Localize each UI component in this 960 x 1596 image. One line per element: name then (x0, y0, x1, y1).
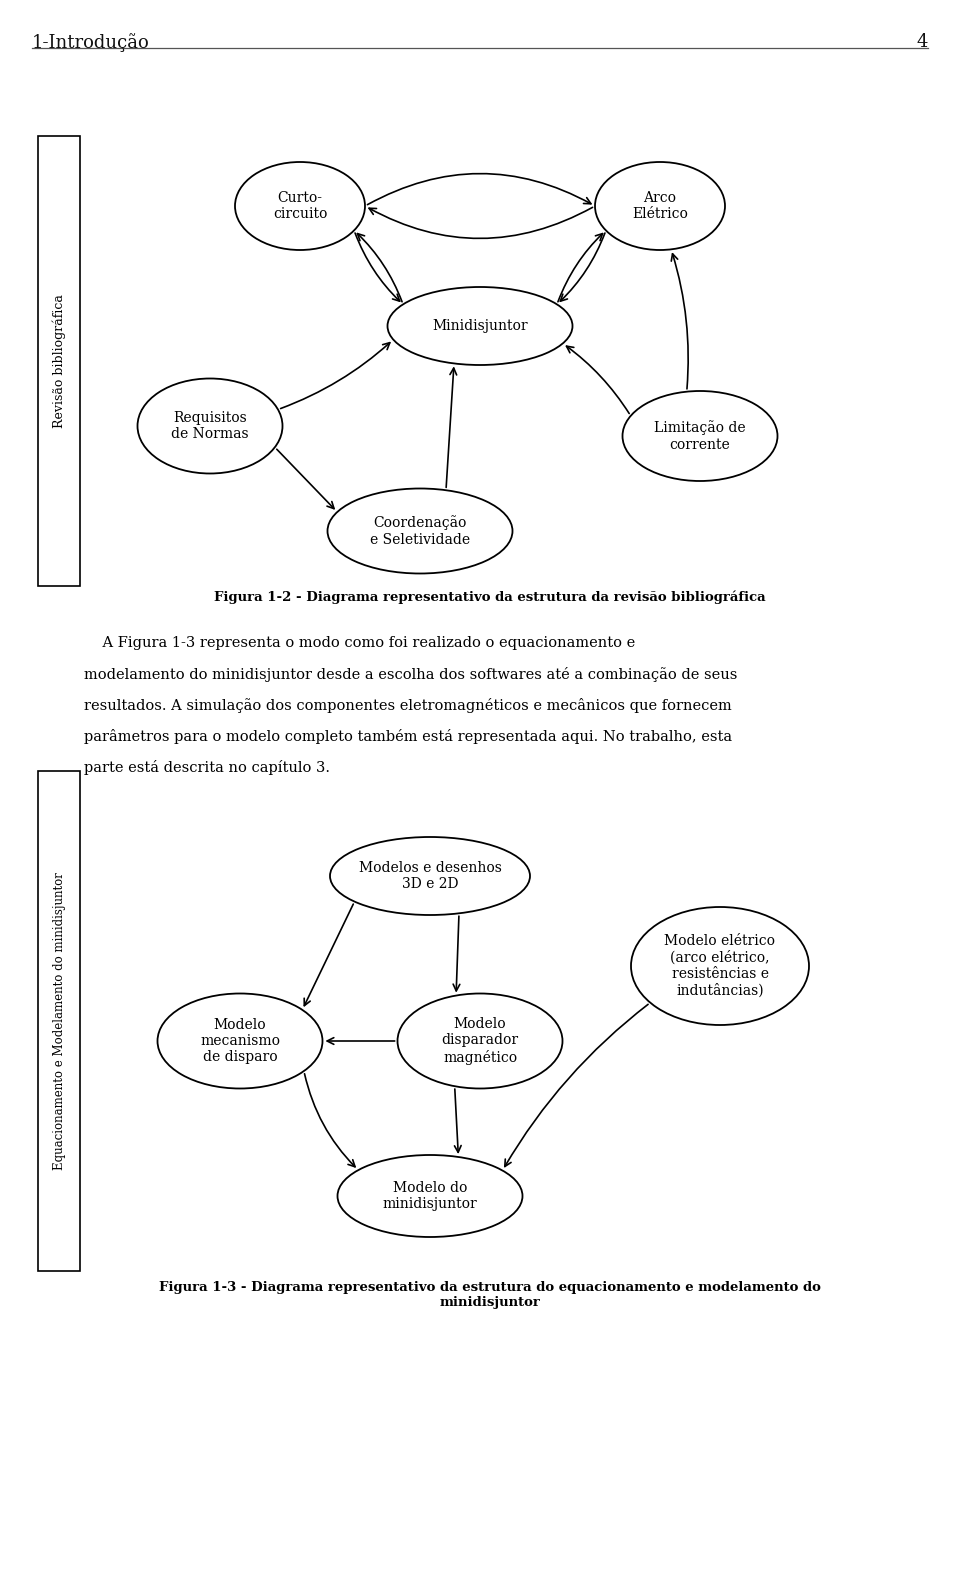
Text: Coordenação
e Seletividade: Coordenação e Seletividade (370, 516, 470, 546)
Text: Modelos e desenhos
3D e 2D: Modelos e desenhos 3D e 2D (359, 860, 501, 891)
Text: Figura 1-3 - Diagrama representativo da estrutura do equacionamento e modelament: Figura 1-3 - Diagrama representativo da … (159, 1282, 821, 1309)
Text: Arco
Elétrico: Arco Elétrico (632, 192, 688, 222)
Text: Limitação de
corrente: Limitação de corrente (654, 420, 746, 452)
Text: modelamento do minidisjuntor desde a escolha dos softwares até a combinação de s: modelamento do minidisjuntor desde a esc… (84, 667, 737, 681)
Text: Equacionamento e Modelamento do minidisjuntor: Equacionamento e Modelamento do minidisj… (53, 871, 65, 1170)
Text: Requisitos
de Normas: Requisitos de Normas (171, 410, 249, 440)
Text: Figura 1-2 - Diagrama representativo da estrutura da revisão bibliográfica: Figura 1-2 - Diagrama representativo da … (214, 591, 766, 605)
Text: Modelo
mecanismo
de disparo: Modelo mecanismo de disparo (200, 1018, 280, 1065)
Text: parâmetros para o modelo completo também está representada aqui. No trabalho, es: parâmetros para o modelo completo também… (84, 729, 732, 744)
Text: resultados. A simulação dos componentes eletromagnéticos e mecânicos que fornece: resultados. A simulação dos componentes … (84, 697, 732, 713)
Text: Revisão bibliográfica: Revisão bibliográfica (52, 294, 65, 428)
Text: Modelo elétrico
(arco elétrico,
resistências e
indutâncias): Modelo elétrico (arco elétrico, resistên… (664, 934, 776, 998)
Text: 1-Introdução: 1-Introdução (32, 34, 150, 53)
Text: 4: 4 (917, 34, 928, 51)
Text: Modelo do
minidisjuntor: Modelo do minidisjuntor (383, 1181, 477, 1211)
Text: Minidisjuntor: Minidisjuntor (432, 319, 528, 334)
Text: parte está descrita no capítulo 3.: parte está descrita no capítulo 3. (84, 760, 330, 776)
Text: A Figura 1-3 representa o modo como foi realizado o equacionamento e: A Figura 1-3 representa o modo como foi … (84, 635, 636, 650)
Text: Modelo
disparador
magnético: Modelo disparador magnético (442, 1017, 518, 1065)
Text: Curto-
circuito: Curto- circuito (273, 192, 327, 222)
